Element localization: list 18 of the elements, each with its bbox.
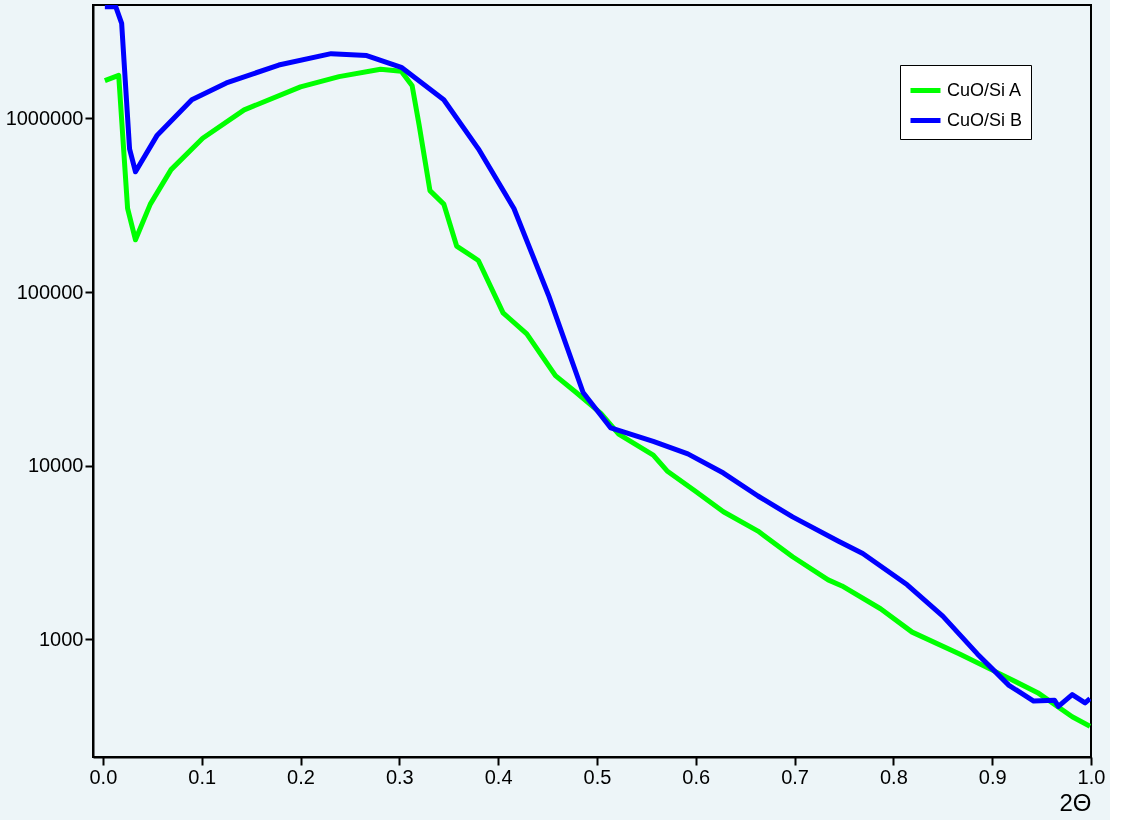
x-tick-label: 0.2 — [287, 765, 315, 788]
x-tick-label: 1.0 — [1077, 765, 1106, 788]
x-tick-label: 0.1 — [188, 765, 217, 788]
x-tick-label: 0.7 — [781, 765, 809, 788]
x-tick-label: 0.4 — [484, 765, 513, 788]
legend-label: CuO/Si B — [947, 109, 1023, 130]
legend-label: CuO/Si A — [947, 79, 1022, 100]
x-tick-label: 0.0 — [89, 765, 118, 788]
y-tick-label: 1000 — [39, 627, 84, 650]
x-axis-title: 2Θ — [1059, 788, 1092, 816]
y-tick-label: 1000000 — [5, 106, 84, 129]
x-tick-label: 0.8 — [879, 765, 908, 788]
y-tick-label: 100000 — [16, 280, 84, 303]
x-tick-label: 0.6 — [682, 765, 711, 788]
x-tick-label: 0.5 — [583, 765, 612, 788]
x-tick-label: 0.3 — [385, 765, 414, 788]
y-tick-label: 10000 — [27, 454, 84, 477]
x-tick-label: 0.9 — [978, 765, 1007, 788]
